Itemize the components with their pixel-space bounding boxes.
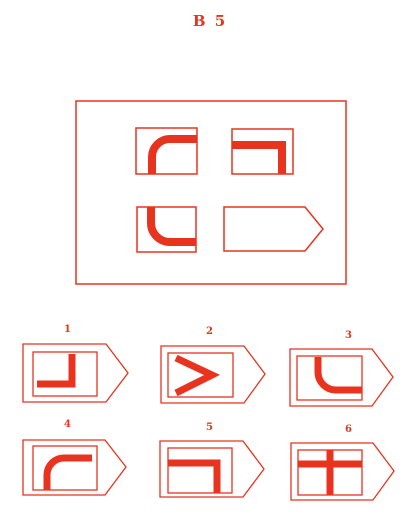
option-2-figure <box>174 354 221 397</box>
cell-3-curve <box>147 207 196 246</box>
cell-2-angle <box>232 141 286 174</box>
option-3-figure <box>314 357 362 394</box>
cell-1-curve <box>148 135 197 174</box>
option-1-shape[interactable] <box>22 343 129 403</box>
option-3-shape[interactable] <box>289 348 394 407</box>
test-title: B 5 <box>192 12 228 30</box>
option-number-6: 6 <box>345 424 352 435</box>
option-number-5: 5 <box>206 422 213 433</box>
matrix-cell-1 <box>135 127 198 175</box>
option-number-2: 2 <box>206 326 213 337</box>
option-4-figure <box>43 454 92 490</box>
matrix-frame <box>75 100 347 285</box>
matrix-cell-3 <box>136 206 197 253</box>
option-number-1: 1 <box>64 324 71 335</box>
option-4-shape[interactable] <box>22 439 127 496</box>
option-2-shape[interactable] <box>160 345 266 404</box>
option-number-3: 3 <box>345 330 352 341</box>
option-1-figure <box>37 354 76 388</box>
option-6-figure <box>298 450 362 495</box>
matrix-missing-cell <box>223 206 324 252</box>
option-6-shape[interactable] <box>290 442 395 501</box>
option-5-shape[interactable] <box>159 440 265 498</box>
option-number-4: 4 <box>64 419 71 430</box>
option-5-figure <box>168 459 221 493</box>
matrix-cell-2 <box>231 128 294 175</box>
